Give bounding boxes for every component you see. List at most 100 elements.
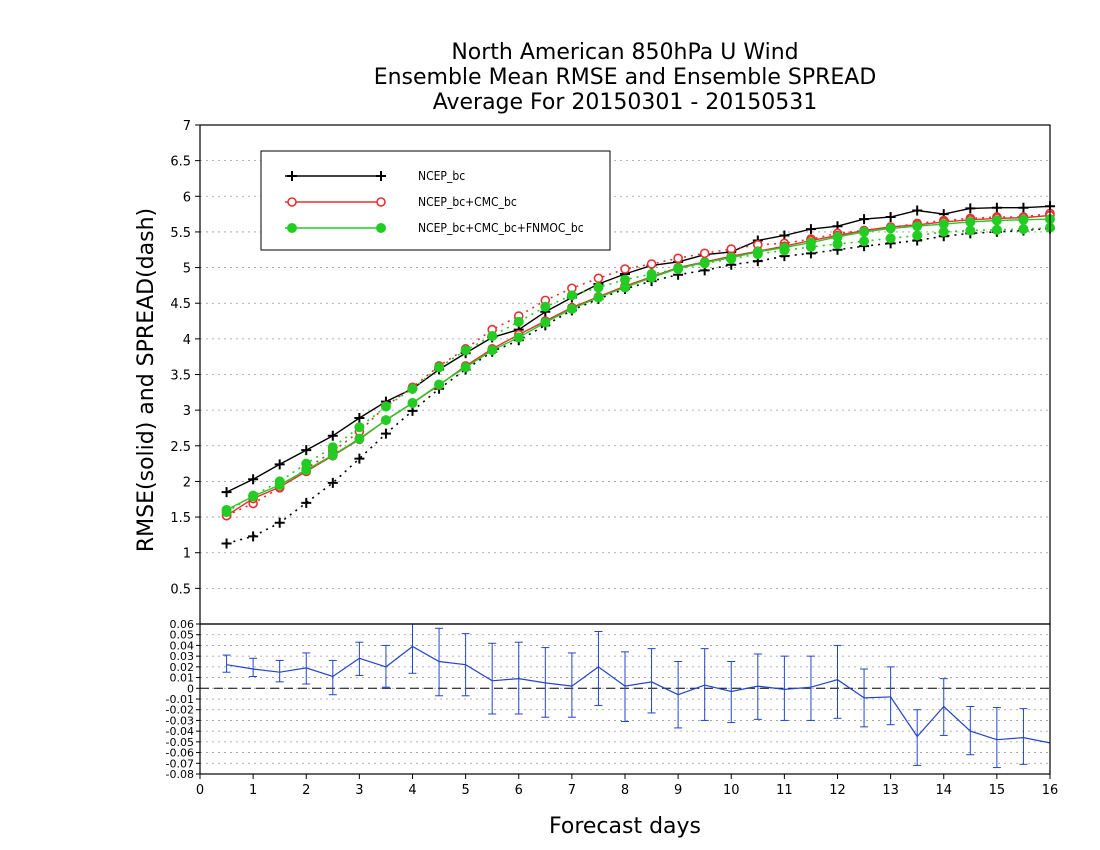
- data-point: [885, 211, 896, 222]
- data-point: [965, 216, 976, 227]
- data-point: [593, 273, 604, 284]
- series-NCEP_bc+CMC_bc+FNMOC_bc: [221, 214, 1055, 518]
- y-tick-label: 4.5: [170, 297, 191, 312]
- x-tick-label: 0: [196, 783, 204, 798]
- y-tick-label: 0.5: [170, 582, 191, 597]
- data-point: [287, 197, 297, 207]
- y-tick-label: 2: [183, 475, 191, 490]
- data-point: [593, 282, 604, 293]
- data-point: [407, 383, 418, 394]
- spread-line: [226, 226, 1051, 513]
- data-point: [327, 477, 338, 488]
- data-point: [673, 263, 684, 274]
- y-tick-label: 1.5: [170, 511, 191, 526]
- y-tick-label: 0.06: [170, 618, 195, 631]
- x-axis-ticks: 0 1 2 3 4 5 6 7 8 9 10 11 12 13 14 15 16: [196, 774, 1058, 798]
- data-point: [912, 230, 923, 241]
- data-point: [540, 301, 551, 312]
- top-panel-y-ticks: 0.5 1 1.5 2 2.5 3 3.5 4 4.5 5 5.5 6 6.5 7: [170, 119, 200, 597]
- x-tick-label: 1: [249, 783, 257, 798]
- legend-label: NCEP_bc+CMC_bc: [418, 195, 517, 209]
- y-tick-label: 0: [187, 682, 194, 695]
- data-point: [885, 233, 896, 244]
- x-tick-label: 15: [989, 783, 1006, 798]
- rmse-line: [226, 205, 1051, 493]
- x-axis-label: Forecast days: [549, 814, 701, 839]
- x-tick-label: 4: [408, 783, 416, 798]
- data-point: [938, 219, 949, 230]
- data-point: [376, 197, 386, 207]
- x-tick-label: 6: [515, 783, 523, 798]
- data-point: [274, 459, 285, 470]
- data-point: [460, 345, 471, 356]
- data-point: [859, 214, 870, 225]
- data-point: [646, 272, 657, 283]
- data-point: [221, 487, 232, 498]
- data-point: [274, 517, 285, 528]
- data-point: [248, 491, 259, 502]
- y-tick-label: -0.04: [166, 725, 194, 738]
- data-point: [673, 253, 683, 264]
- y-tick-label: 3.5: [170, 369, 191, 384]
- data-point: [991, 202, 1002, 213]
- data-point: [912, 205, 923, 216]
- y-tick-label: 0.02: [170, 661, 195, 674]
- data-point: [646, 259, 657, 269]
- y-axis-label: RMSE(solid) and SPREAD(dash): [134, 208, 159, 552]
- data-point: [380, 428, 391, 439]
- data-point: [354, 422, 365, 433]
- data-point: [885, 223, 896, 234]
- y-tick-label: 6.5: [170, 155, 191, 170]
- data-point: [407, 398, 418, 409]
- data-point: [566, 303, 577, 314]
- data-point: [965, 203, 976, 214]
- data-point: [805, 224, 816, 235]
- difference-line: [226, 645, 1051, 744]
- data-point: [221, 504, 232, 515]
- data-point: [1018, 214, 1029, 225]
- x-tick-label: 11: [776, 783, 793, 798]
- x-tick-label: 12: [829, 783, 846, 798]
- data-point: [859, 226, 870, 237]
- data-point: [301, 497, 312, 508]
- data-point: [327, 450, 338, 461]
- x-tick-label: 14: [935, 783, 952, 798]
- data-point: [513, 316, 524, 327]
- data-point: [287, 171, 297, 181]
- data-point: [354, 453, 365, 464]
- data-point: [287, 223, 297, 233]
- y-tick-label: 5.5: [170, 226, 191, 241]
- data-point: [301, 445, 312, 456]
- legend-label: NCEP_bc: [418, 169, 465, 183]
- data-point: [912, 221, 923, 232]
- x-tick-label: 10: [723, 783, 740, 798]
- x-tick-label: 9: [674, 783, 682, 798]
- y-tick-label: -0.06: [166, 747, 194, 760]
- data-point: [1018, 202, 1029, 213]
- title-line: North American 850hPa U Wind: [451, 40, 798, 65]
- rmse-spread-series: [221, 201, 1055, 549]
- data-point: [434, 362, 445, 373]
- data-point: [593, 292, 604, 303]
- data-point: [1018, 224, 1029, 235]
- x-tick-label: 7: [568, 783, 576, 798]
- data-point: [460, 362, 471, 373]
- data-point: [540, 317, 551, 328]
- y-tick-label: -0.01: [166, 693, 194, 706]
- legend: NCEP_bc NCEP_bc+CMC_bc NCEP_bc+CMC_bc+FNMO…: [260, 150, 611, 251]
- y-tick-label: -0.07: [166, 757, 194, 770]
- bottom-panel-frame: [199, 623, 1051, 775]
- data-point: [965, 225, 976, 236]
- series-NCEP_bc+CMC_bc: [221, 208, 1055, 521]
- x-tick-label: 16: [1042, 783, 1059, 798]
- data-point: [434, 379, 445, 390]
- data-point: [805, 237, 816, 248]
- y-tick-label: -0.05: [166, 736, 194, 749]
- data-point: [301, 465, 312, 476]
- y-tick-label: -0.03: [166, 714, 194, 727]
- y-tick-label: 6: [183, 190, 191, 205]
- y-tick-label: -0.08: [166, 768, 194, 781]
- data-point: [380, 415, 391, 426]
- data-point: [779, 242, 790, 253]
